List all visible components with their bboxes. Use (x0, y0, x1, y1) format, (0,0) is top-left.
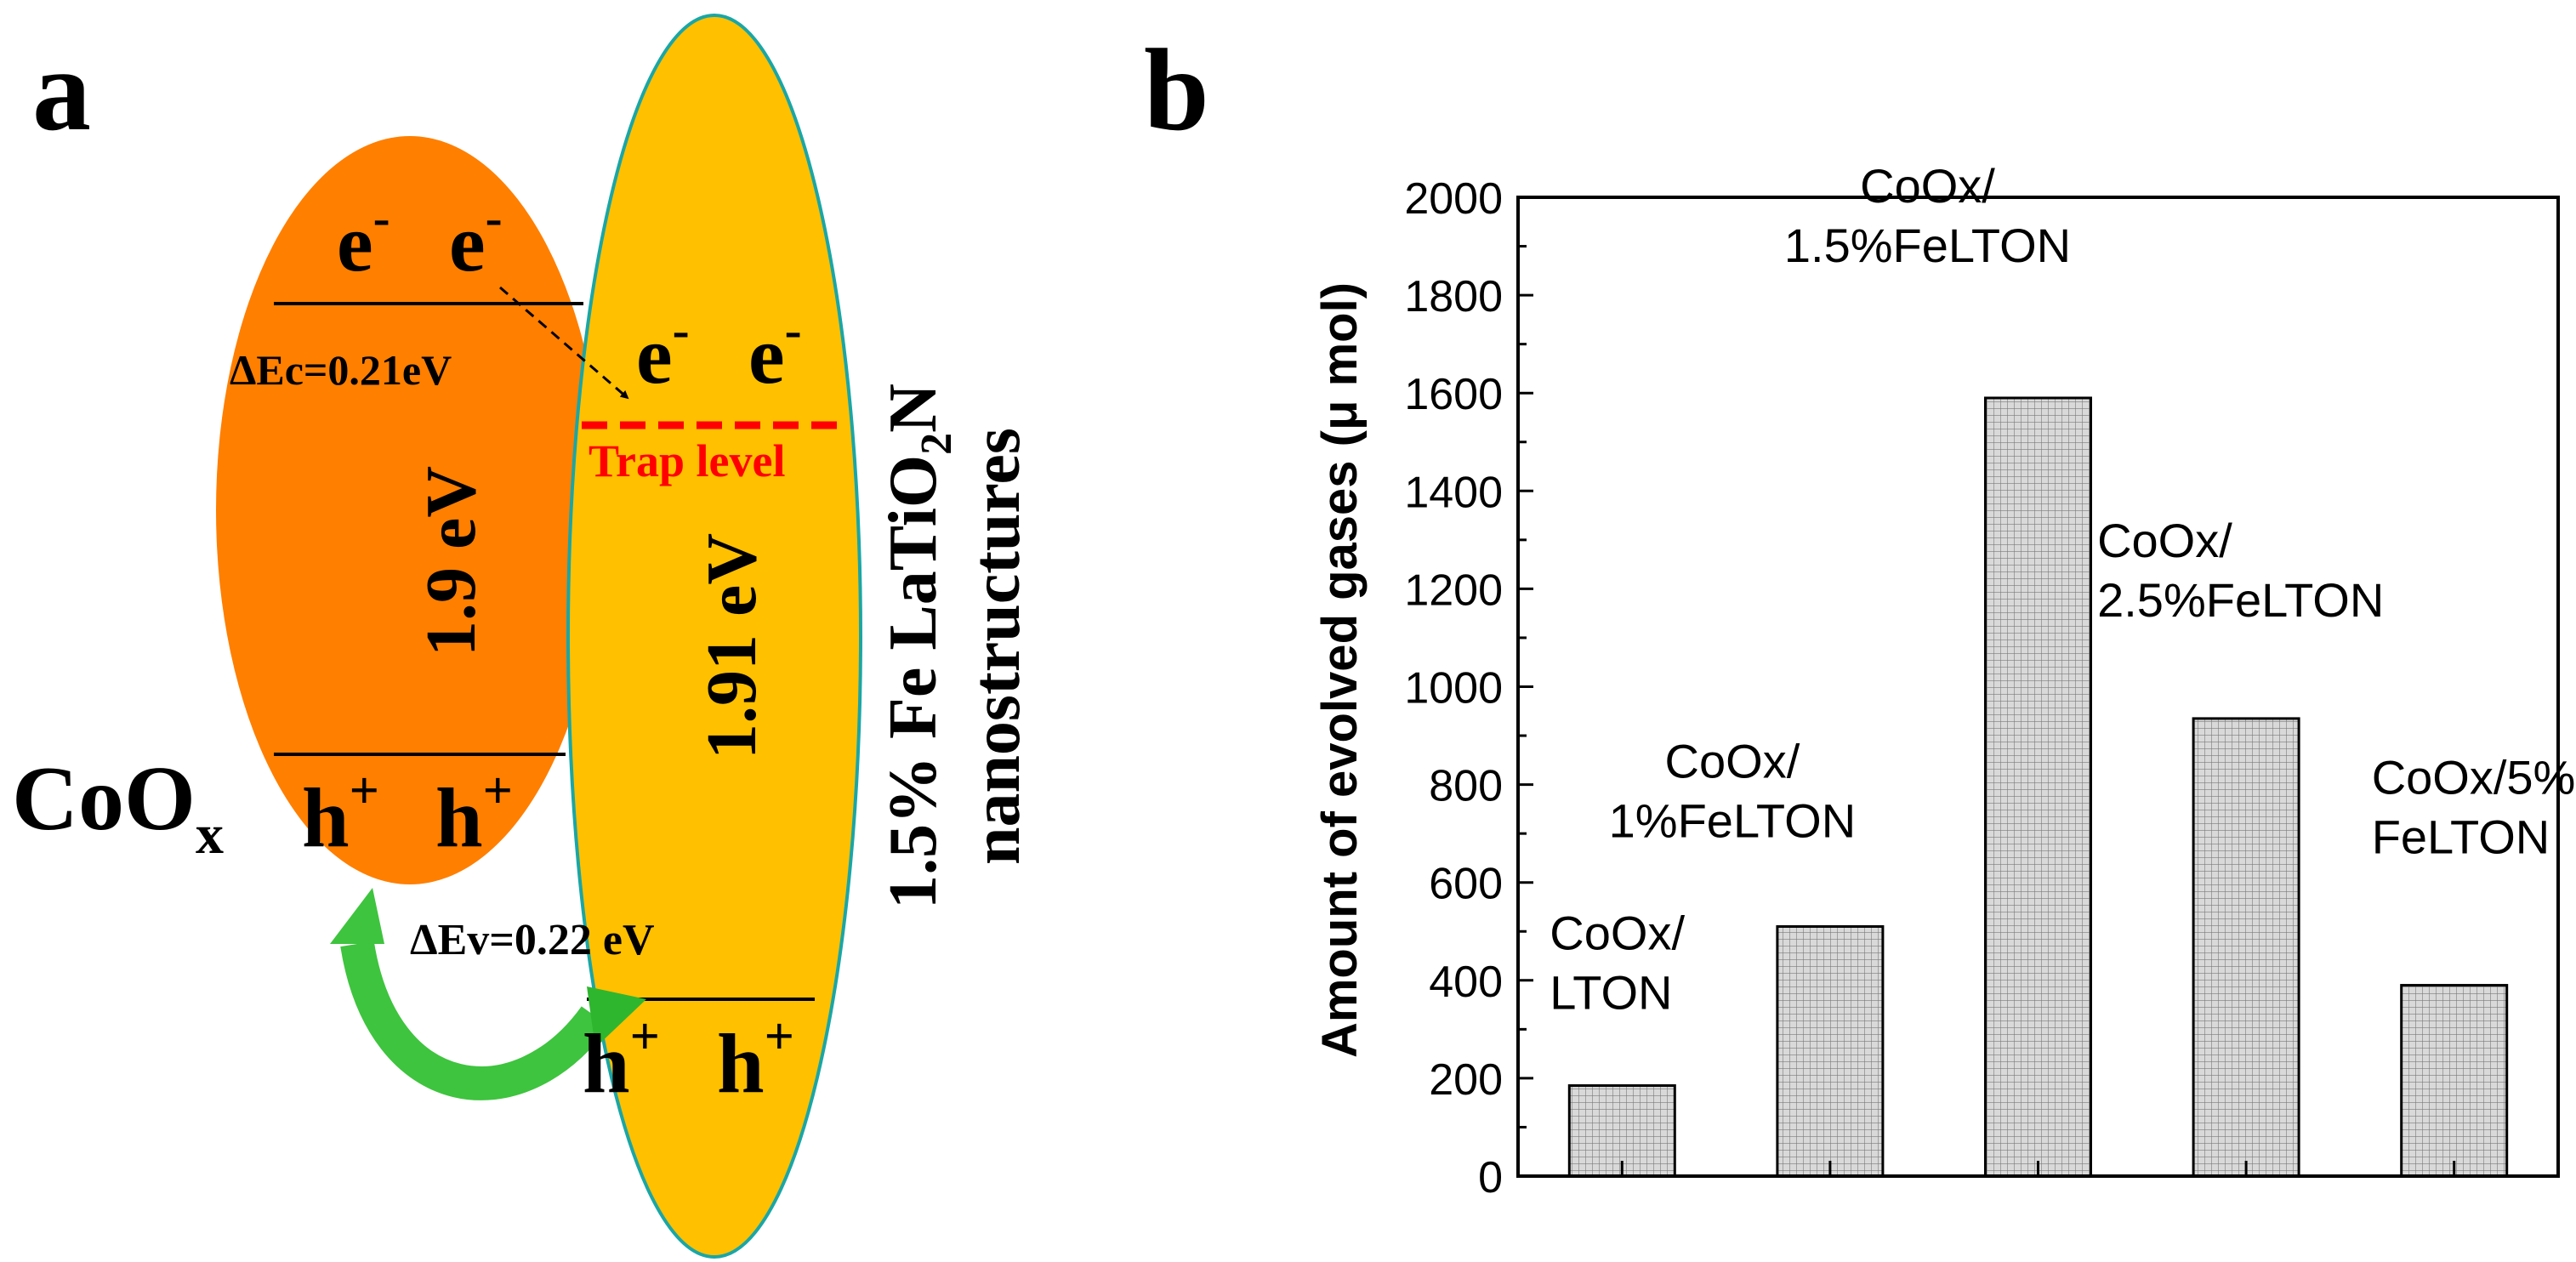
bar-2 (1776, 924, 1885, 1178)
coox-electron-1: e- (337, 190, 390, 288)
svg-text:e-: e- (337, 190, 390, 288)
delta-ec-label: ΔEc=0.21eV (230, 346, 452, 394)
lton-band-gap: 1.91 eV (692, 533, 771, 759)
bar-label-3: CoOx/1.5%FeLTON (1784, 159, 2071, 272)
bar-label-2: CoOx/1%FeLTON (1609, 734, 1856, 847)
plot-area: CoOx/LTON CoOx/1%FeLTON CoOx/1.5%FeLTON CoO… (1404, 159, 2575, 1202)
y-tick-label-1400: 1400 (1404, 468, 1503, 517)
bar-label-4: CoOx/2.5%FeLTON (2097, 514, 2384, 627)
svg-text:h+: h+ (583, 1008, 660, 1111)
y-tick-label-2000: 2000 (1404, 174, 1503, 224)
svg-text:h+: h+ (717, 1008, 794, 1111)
bar-label-1: CoOx/LTON (1550, 907, 1685, 1020)
svg-text:e-: e- (636, 302, 690, 401)
lton-material-title: 1.5% Fe LaTiO2N nanostructures (876, 384, 1034, 909)
y-tick-label-0: 0 (1478, 1153, 1503, 1202)
y-axis-title: Amount of evolved gases (μ mol) (1312, 282, 1368, 1058)
panel-a: a e- e- e- e- ΔEc=0.21eV Trap level (12, 14, 1034, 1259)
svg-text:h+: h+ (302, 762, 379, 865)
y-tick-label-1800: 1800 (1404, 272, 1503, 321)
coox-hole-1: h+ (302, 762, 379, 865)
svg-text:e-: e- (449, 190, 503, 288)
hole-transfer-arrow (330, 888, 646, 1100)
lton-hole-2: h+ (717, 1008, 794, 1111)
coox-electron-2: e- (449, 190, 503, 288)
y-tick-label-800: 800 (1429, 762, 1503, 811)
y-tick-label-400: 400 (1429, 958, 1503, 1007)
svg-text:CoOx: CoOx (12, 748, 224, 866)
y-tick-label-1200: 1200 (1404, 566, 1503, 615)
bar-labels-layer: CoOx/LTON CoOx/1%FeLTON CoOx/1.5%FeLTON CoO… (1550, 159, 2575, 1020)
lton-electron-1: e- (636, 302, 690, 401)
lton-ellipse (566, 14, 862, 1259)
axes-layer: 0 200 400 600 800 1000 1200 1400 1600 1800 2000 (1404, 174, 2560, 1202)
bar-label-5: CoOx/5% FeLTON (2372, 751, 2576, 864)
panel-a-label: a (32, 25, 91, 155)
lton-hole-1: h+ (583, 1008, 660, 1111)
lton-title-line2: nanostructures (959, 428, 1034, 865)
svg-text:h+: h+ (435, 762, 513, 865)
trap-level-label: Trap level (589, 435, 785, 486)
bar-4 (2192, 717, 2300, 1178)
panel-b: b Amount of evolved gases (μ mol) CoOx/L… (1144, 25, 2575, 1202)
lton-title-line1: 1.5% Fe LaTiO2N (876, 384, 961, 909)
y-tick-label-200: 200 (1429, 1055, 1503, 1105)
coox-hole-2: h+ (435, 762, 513, 865)
electron-transfer-arrow (499, 286, 629, 400)
lton-electron-2: e- (748, 302, 802, 401)
y-tick-label-1000: 1000 (1404, 664, 1503, 713)
y-tick-label-1600: 1600 (1404, 370, 1503, 419)
coox-ellipse (216, 136, 604, 884)
bar-3 (1984, 396, 2092, 1178)
panel-b-label: b (1144, 25, 1209, 155)
delta-ev-label: ΔEv=0.22 eV (410, 916, 655, 964)
y-tick-label-600: 600 (1429, 860, 1503, 909)
coox-material-label: CoOx (12, 748, 224, 866)
svg-text:e-: e- (748, 302, 802, 401)
coox-band-gap: 1.9 eV (412, 466, 491, 657)
bars-layer (1567, 396, 2509, 1178)
bar-5 (2400, 984, 2509, 1178)
